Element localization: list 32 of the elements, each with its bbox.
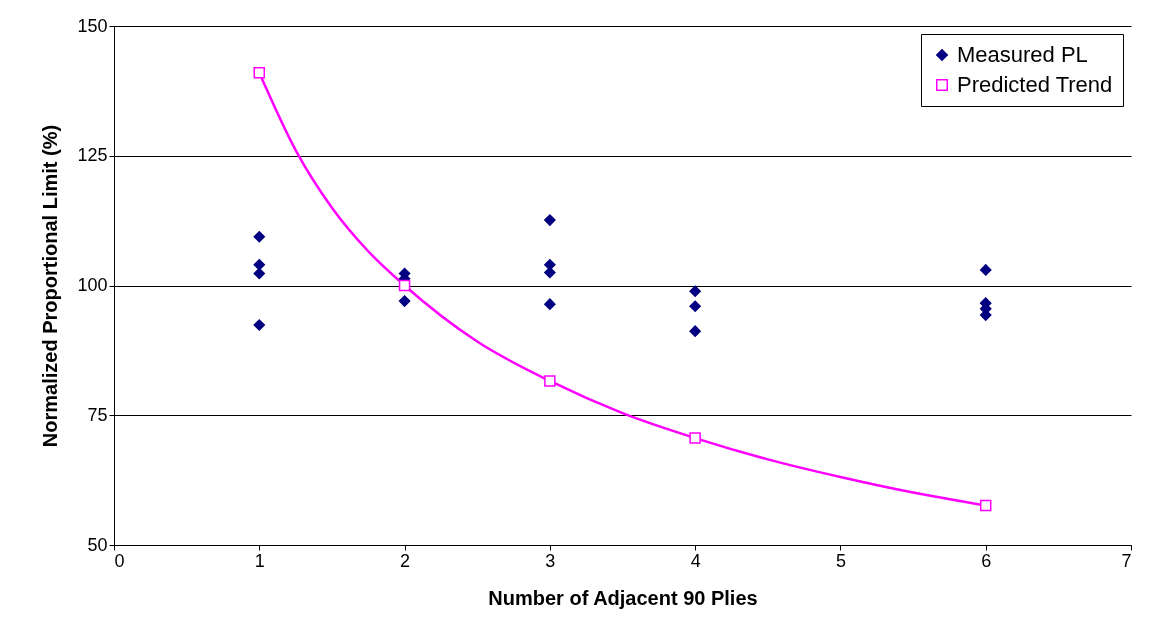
legend-label: Predicted Trend	[957, 72, 1113, 97]
x-tick-label: 3	[545, 550, 556, 571]
point	[689, 325, 701, 337]
point	[979, 264, 992, 276]
point	[398, 295, 411, 307]
x-tick-label: 5	[835, 550, 846, 571]
point	[689, 300, 701, 313]
point	[979, 499, 992, 512]
y-tick-label: 100	[77, 275, 108, 295]
legend-label: Measured PL	[957, 42, 1088, 67]
x-tick-label: 4	[690, 550, 701, 571]
y-tick-label: 150	[77, 15, 108, 36]
y-tick-label: 75	[87, 404, 108, 425]
x-axis-title: Number of Adjacent 90 Plies	[488, 586, 758, 609]
y-axis-title: Normalized Proportional Limit (%)	[39, 124, 62, 448]
point	[253, 258, 266, 271]
x-tick-label: 1	[254, 550, 265, 571]
x-tick-label: 0	[114, 550, 125, 571]
point	[544, 375, 556, 387]
point	[544, 298, 556, 310]
point	[689, 432, 701, 444]
point	[544, 214, 556, 226]
point	[253, 319, 266, 331]
x-tick-label: 7	[1121, 550, 1132, 571]
point	[253, 230, 266, 243]
point	[398, 279, 411, 292]
x-tick-label: 2	[400, 550, 411, 571]
point	[253, 66, 266, 79]
y-tick-label: 50	[87, 534, 108, 555]
x-tick-label: 6	[981, 550, 992, 571]
point	[689, 285, 701, 297]
y-tick-label: 125	[77, 145, 108, 166]
